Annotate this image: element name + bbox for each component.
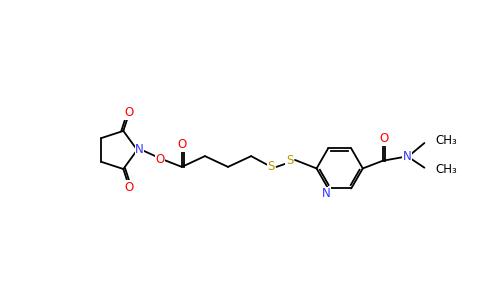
- Text: S: S: [268, 160, 275, 173]
- Text: O: O: [379, 132, 388, 145]
- Text: N: N: [403, 150, 412, 163]
- Text: CH₃: CH₃: [435, 134, 457, 147]
- Text: N: N: [135, 143, 144, 157]
- Text: O: O: [156, 154, 165, 166]
- Text: S: S: [286, 154, 293, 167]
- Text: O: O: [124, 181, 134, 194]
- Text: O: O: [177, 138, 186, 151]
- Text: CH₃: CH₃: [435, 163, 457, 176]
- Text: O: O: [124, 106, 134, 119]
- Text: N: N: [321, 187, 330, 200]
